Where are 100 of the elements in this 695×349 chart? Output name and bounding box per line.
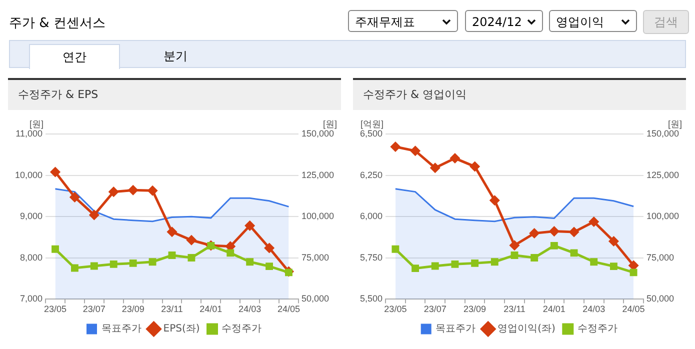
- text: 주가 & 컨센서스: [9, 15, 106, 32]
- point: [470, 162, 480, 172]
- point: [110, 260, 118, 268]
- point: [530, 254, 538, 262]
- legend-label: 수정주가: [577, 324, 618, 335]
- point: [490, 258, 498, 266]
- point: [569, 227, 579, 237]
- x-tick-label: 24/01: [200, 304, 222, 314]
- text: 주재무제표: [348, 10, 458, 32]
- point: [285, 268, 292, 276]
- point: [70, 192, 80, 202]
- point: [186, 235, 196, 245]
- y-tick-label: 7,000: [20, 294, 43, 304]
- point: [167, 227, 177, 237]
- point: [530, 228, 540, 238]
- y2-tick-label: 50,000: [301, 294, 329, 304]
- x-tick-label: 23/11: [504, 304, 526, 314]
- point: [89, 210, 99, 220]
- x-tick-label: 23/09: [464, 304, 486, 314]
- chart-title: 수정주가 & EPS: [8, 80, 341, 110]
- point: [412, 264, 420, 272]
- x-tick-label: 24/05: [622, 304, 645, 314]
- legend-label: 목표주가: [436, 324, 476, 335]
- y-tick-label: 11,000: [16, 128, 43, 138]
- point: [471, 259, 479, 267]
- y2-tick-label: 75,000: [301, 252, 329, 262]
- point: [430, 163, 440, 173]
- y2-tick-label: 100,000: [646, 211, 680, 222]
- y2-tick-label: 150,000: [301, 128, 334, 138]
- text: 검색: [643, 10, 689, 34]
- legend-label: 영업이익(좌): [498, 324, 556, 335]
- point: [490, 196, 500, 206]
- point: [628, 260, 638, 270]
- legend-label: EPS(좌): [163, 324, 200, 335]
- y-tick-label: 9,000: [20, 211, 43, 222]
- point: [431, 262, 439, 270]
- x-tick-label: 23/09: [122, 304, 144, 314]
- point: [128, 185, 138, 195]
- point: [245, 220, 255, 230]
- y-tick-label: 10,000: [14, 170, 43, 180]
- point: [264, 243, 274, 253]
- x-tick-label: 24/03: [238, 304, 262, 314]
- y2-tick-label: 50,000: [646, 294, 674, 304]
- point: [148, 186, 158, 196]
- x-tick-label: 23/05: [44, 304, 67, 314]
- point: [226, 249, 234, 257]
- point: [70, 264, 78, 272]
- point: [610, 262, 618, 270]
- point: [550, 242, 558, 250]
- y2-axis-title: [원]: [322, 118, 337, 129]
- y2-tick-label: 125,000: [301, 170, 334, 180]
- x-tick-label: 23/11: [161, 304, 183, 314]
- x-tick-label: 23/07: [424, 304, 446, 314]
- point: [188, 254, 196, 262]
- x-tick-label: 23/07: [82, 304, 106, 314]
- point: [108, 187, 118, 197]
- legend-label: 목표주가: [101, 324, 142, 335]
- point: [246, 258, 254, 266]
- x-tick-label: 24/05: [277, 304, 300, 314]
- point: [50, 167, 60, 177]
- y-tick-label: 8,000: [20, 252, 43, 262]
- point: [510, 252, 518, 259]
- point: [52, 245, 59, 253]
- point: [590, 258, 598, 266]
- point: [392, 245, 400, 253]
- chart-title: 수정주가 & 영업이익: [353, 80, 686, 110]
- y-tick-label: 6,000: [360, 211, 383, 222]
- point: [510, 240, 520, 250]
- y-axis-title: [원]: [30, 118, 44, 129]
- point: [589, 216, 599, 226]
- y2-axis-title: [원]: [668, 118, 682, 129]
- text: 2024/12: [465, 10, 543, 32]
- y-tick-label: 5,500: [360, 294, 383, 304]
- point: [90, 262, 98, 270]
- x-tick-label: 23/05: [384, 304, 407, 314]
- y2-tick-label: 125,000: [646, 170, 680, 180]
- text: 연간: [29, 44, 120, 69]
- point: [608, 236, 618, 246]
- y-tick-label: 6,500: [360, 128, 383, 138]
- point: [390, 142, 400, 152]
- y-tick-label: 6,250: [360, 170, 383, 180]
- y2-tick-label: 75,000: [646, 252, 674, 262]
- y-tick-label: 5,750: [360, 252, 383, 262]
- x-tick-label: 24/01: [542, 304, 566, 314]
- point: [148, 258, 156, 266]
- y-axis-title: [억원]: [360, 118, 384, 129]
- point: [129, 259, 137, 267]
- point: [570, 249, 578, 257]
- text: 영업이익: [549, 10, 637, 32]
- y2-tick-label: 150,000: [646, 128, 680, 138]
- point: [266, 262, 274, 270]
- text: 분기: [162, 48, 188, 65]
- point: [450, 154, 460, 164]
- point: [630, 268, 638, 276]
- point: [168, 252, 176, 259]
- point: [451, 260, 459, 268]
- legend-label: 수정주가: [222, 324, 262, 335]
- point: [549, 226, 559, 236]
- x-tick-label: 24/03: [582, 304, 606, 314]
- y2-tick-label: 100,000: [301, 211, 334, 222]
